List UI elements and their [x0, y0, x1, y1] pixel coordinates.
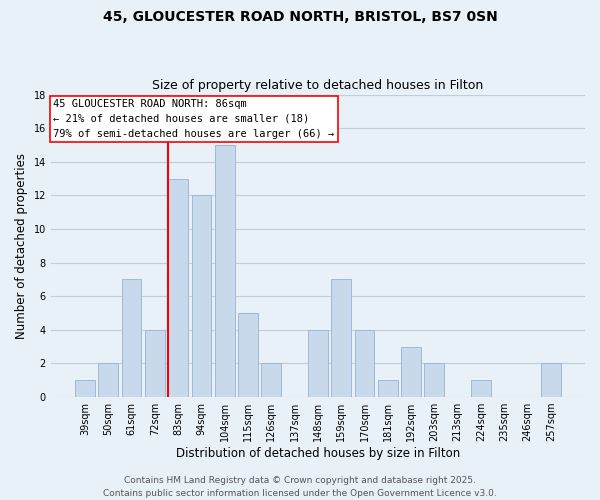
Title: Size of property relative to detached houses in Filton: Size of property relative to detached ho…	[152, 79, 484, 92]
Bar	[424, 364, 444, 397]
Bar	[541, 364, 561, 397]
Bar	[401, 346, 421, 397]
Bar	[215, 145, 235, 397]
Bar	[378, 380, 398, 397]
Bar	[168, 178, 188, 397]
Bar	[471, 380, 491, 397]
X-axis label: Distribution of detached houses by size in Filton: Distribution of detached houses by size …	[176, 447, 460, 460]
Bar	[122, 280, 142, 397]
Bar	[98, 364, 118, 397]
Text: Contains HM Land Registry data © Crown copyright and database right 2025.
Contai: Contains HM Land Registry data © Crown c…	[103, 476, 497, 498]
Bar	[191, 196, 211, 397]
Bar	[355, 330, 374, 397]
Bar	[262, 364, 281, 397]
Bar	[308, 330, 328, 397]
Y-axis label: Number of detached properties: Number of detached properties	[15, 153, 28, 339]
Bar	[331, 280, 351, 397]
Text: 45, GLOUCESTER ROAD NORTH, BRISTOL, BS7 0SN: 45, GLOUCESTER ROAD NORTH, BRISTOL, BS7 …	[103, 10, 497, 24]
Bar	[75, 380, 95, 397]
Bar	[238, 313, 258, 397]
Text: 45 GLOUCESTER ROAD NORTH: 86sqm
← 21% of detached houses are smaller (18)
79% of: 45 GLOUCESTER ROAD NORTH: 86sqm ← 21% of…	[53, 99, 335, 138]
Bar	[145, 330, 165, 397]
